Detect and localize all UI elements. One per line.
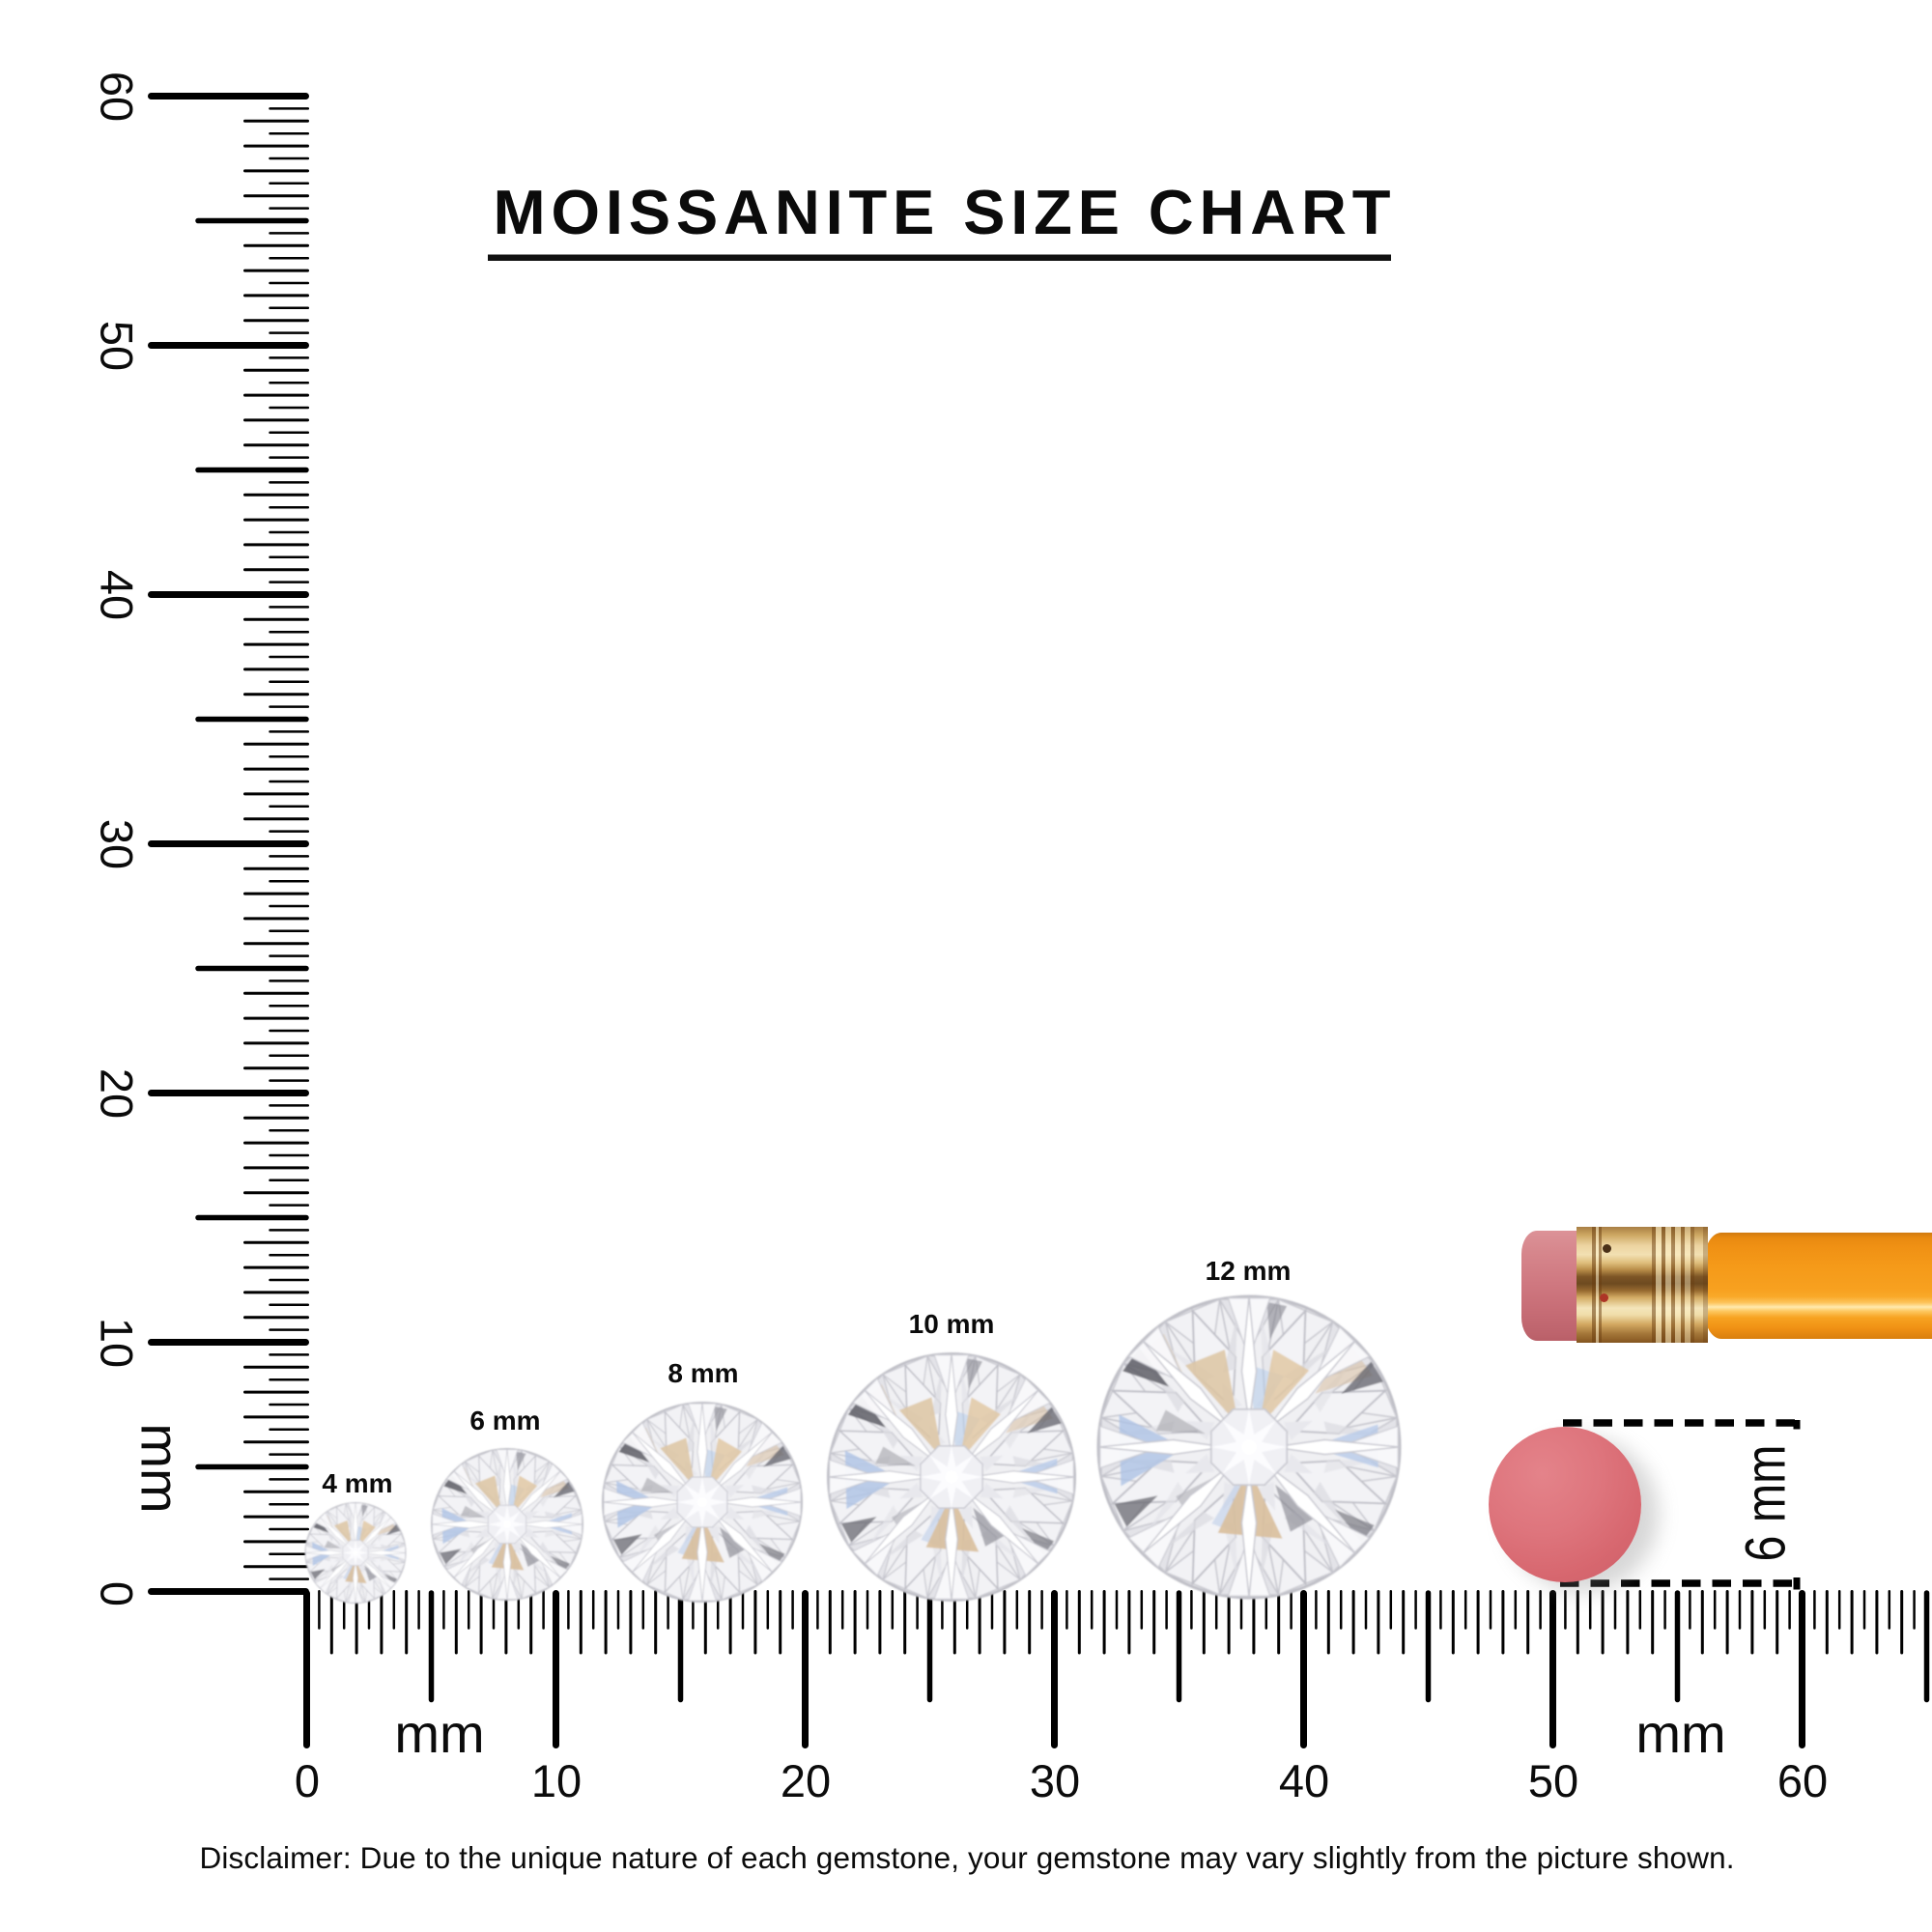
svg-text:mm: mm — [130, 1423, 191, 1513]
svg-text:4 mm: 4 mm — [322, 1468, 392, 1498]
svg-text:MOISSANITE SIZE CHART: MOISSANITE SIZE CHART — [494, 177, 1391, 247]
svg-text:10: 10 — [92, 1318, 143, 1368]
svg-text:20: 20 — [781, 1755, 831, 1806]
svg-text:6 mm: 6 mm — [469, 1406, 540, 1435]
svg-text:mm: mm — [1635, 1703, 1725, 1764]
svg-text:6 mm: 6 mm — [1735, 1445, 1798, 1562]
svg-text:50: 50 — [92, 321, 143, 371]
svg-text:0: 0 — [295, 1755, 320, 1806]
svg-text:50: 50 — [1528, 1755, 1578, 1806]
svg-text:20: 20 — [92, 1068, 143, 1119]
svg-text:60: 60 — [92, 71, 143, 122]
svg-text:mm: mm — [394, 1703, 484, 1764]
svg-text:8 mm: 8 mm — [668, 1358, 738, 1388]
svg-text:10 mm: 10 mm — [909, 1309, 995, 1339]
svg-text:60: 60 — [1777, 1755, 1828, 1806]
svg-text:30: 30 — [1030, 1755, 1080, 1806]
svg-text:12 mm: 12 mm — [1206, 1256, 1292, 1286]
svg-text:0: 0 — [92, 1581, 143, 1606]
svg-text:40: 40 — [92, 570, 143, 620]
svg-text:Disclaimer: Due to the unique: Disclaimer: Due to the unique nature of … — [200, 1840, 1735, 1875]
svg-text:40: 40 — [1279, 1755, 1329, 1806]
svg-text:10: 10 — [531, 1755, 582, 1806]
svg-text:30: 30 — [92, 819, 143, 869]
